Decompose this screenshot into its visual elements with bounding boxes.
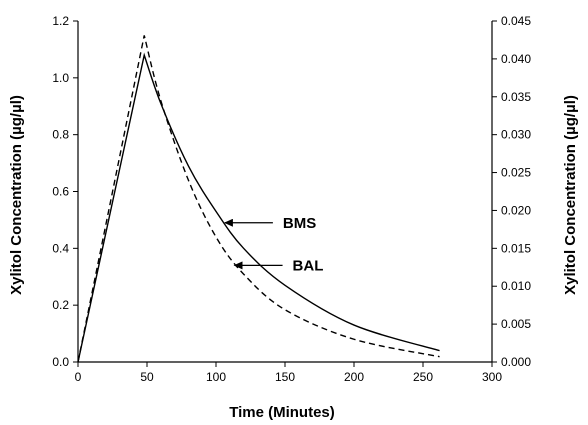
y-axis-right-label: Xylitol Concentration (µg/µl): [562, 95, 579, 295]
x-axis-label: Time (Minutes): [229, 404, 335, 421]
x-tick-label: 0: [75, 370, 82, 384]
y-axis-left-label: Xylitol Concentration (µg/µl): [8, 95, 25, 295]
y-right-tick-label: 0.000: [501, 355, 531, 369]
y-right-tick-label: 0.015: [501, 241, 531, 255]
y-right-tick-label: 0.030: [501, 128, 531, 142]
x-tick-label: 100: [206, 370, 226, 384]
y-left-tick-label: 0.2: [52, 298, 69, 312]
y-right-tick-label: 0.025: [501, 166, 531, 180]
y-right-tick-label: 0.035: [501, 90, 531, 104]
annotation-label-bms: BMS: [283, 215, 316, 232]
x-tick-label: 250: [413, 370, 433, 384]
x-tick-label: 150: [275, 370, 295, 384]
x-tick-label: 300: [482, 370, 502, 384]
annotation-label-bal: BAL: [293, 257, 324, 274]
y-left-tick-label: 0.0: [52, 355, 69, 369]
y-left-tick-label: 1.2: [52, 14, 69, 28]
y-left-tick-label: 0.6: [52, 185, 69, 199]
annotation-group: BMS BAL: [223, 215, 324, 274]
x-tick-label: 200: [344, 370, 364, 384]
y-left-tick-label: 0.4: [52, 241, 69, 255]
tick-group: 0 50 100 150 200 250 300 0.0 0.2 0.4 0.6 0.8 1.0 1.2 0…: [52, 14, 531, 384]
y-left-tick-label: 0.8: [52, 128, 69, 142]
series-line-bms: [77, 52, 440, 363]
y-right-tick-label: 0.005: [501, 317, 531, 331]
x-tick-label: 50: [140, 370, 154, 384]
series-group: [77, 35, 440, 363]
series-line-bal: [77, 35, 440, 363]
y-right-tick-label: 0.020: [501, 203, 531, 217]
y-right-tick-label: 0.045: [501, 14, 531, 28]
y-left-tick-label: 1.0: [52, 71, 69, 85]
y-right-tick-label: 0.010: [501, 279, 531, 293]
y-right-tick-label: 0.040: [501, 52, 531, 66]
